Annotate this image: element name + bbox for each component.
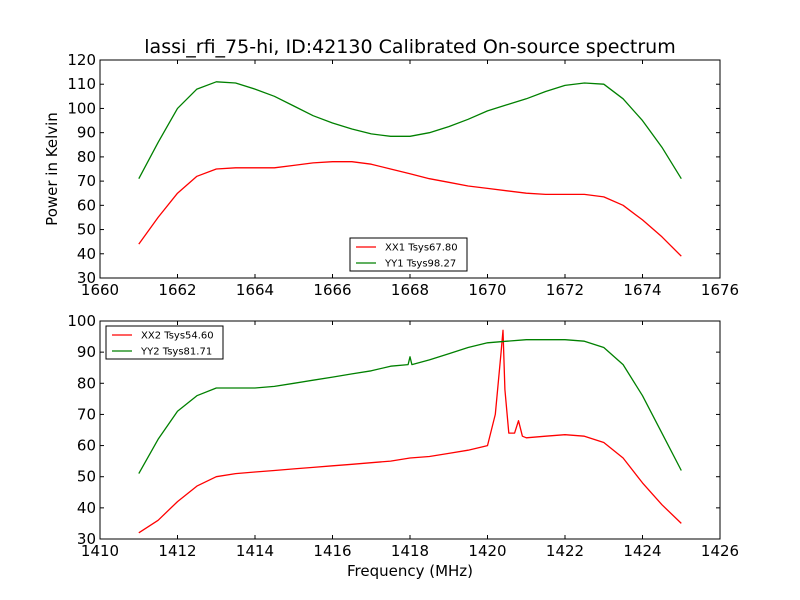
x-tick-label: 1670 bbox=[468, 281, 506, 299]
legend-box bbox=[349, 237, 468, 272]
legend-box bbox=[105, 325, 224, 360]
x-tick-label: 1410 bbox=[81, 542, 119, 560]
y-tick-label: 100 bbox=[67, 99, 96, 117]
x-tick-label: 1672 bbox=[546, 281, 584, 299]
x-tick-label: 1666 bbox=[313, 281, 351, 299]
x-tick-label: 1420 bbox=[468, 542, 506, 560]
y-tick-label: 40 bbox=[77, 499, 96, 517]
legend-label: YY1 Tsys98.27 bbox=[384, 259, 456, 270]
series-line-1 bbox=[138, 329, 682, 534]
legend: XX2 Tsys54.60 YY2 Tsys81.71 bbox=[105, 325, 224, 360]
figure-title: lassi_rfi_75-hi, ID:42130 Calibrated On-… bbox=[144, 36, 675, 58]
x-tick-label: 1664 bbox=[236, 281, 274, 299]
y-tick-label: 70 bbox=[77, 172, 96, 190]
y-tick-label: 50 bbox=[77, 221, 96, 239]
x-tick-label: 1424 bbox=[623, 542, 661, 560]
legend-label: XX2 Tsys54.60 bbox=[141, 331, 214, 342]
legend: XX1 Tsys67.80 YY1 Tsys98.27 bbox=[349, 237, 468, 272]
y-tick-label: 100 bbox=[67, 312, 96, 330]
series-line-2 bbox=[138, 339, 682, 474]
y-tick-label: 90 bbox=[77, 343, 96, 361]
x-tick-label: 1416 bbox=[313, 542, 351, 560]
y-tick-label: 60 bbox=[77, 437, 96, 455]
bottom-panel: 1410 1412 1414 1416 1418 1420 1422 1424 1426 30 40… bbox=[67, 312, 739, 580]
y-tick-label: 110 bbox=[67, 75, 96, 93]
series-line-2 bbox=[138, 81, 682, 180]
y-tick-label: 60 bbox=[77, 196, 96, 214]
legend-label: YY2 Tsys81.71 bbox=[140, 347, 212, 358]
x-tick-label: 1414 bbox=[236, 542, 274, 560]
x-tick-label: 1662 bbox=[158, 281, 196, 299]
y-tick-label: 80 bbox=[77, 148, 96, 166]
y-tick-label: 40 bbox=[77, 245, 96, 263]
x-axis-label: Frequency (MHz) bbox=[347, 562, 473, 580]
y-tick-label: 120 bbox=[67, 51, 96, 69]
legend-label: XX1 Tsys67.80 bbox=[385, 243, 458, 254]
y-tick-label: 30 bbox=[77, 530, 96, 548]
x-tick-label: 1412 bbox=[158, 542, 196, 560]
y-axis-label: Power in Kelvin bbox=[43, 112, 61, 226]
series-line-1 bbox=[138, 161, 682, 257]
y-tick-label: 70 bbox=[77, 405, 96, 423]
x-tick-label: 1676 bbox=[701, 281, 739, 299]
y-tick-label: 80 bbox=[77, 374, 96, 392]
top-panel: 1660 1662 1664 1666 1668 1670 1672 1674 1676 30 40… bbox=[43, 51, 739, 299]
y-tick-label: 30 bbox=[77, 269, 96, 287]
y-tick-label: 50 bbox=[77, 468, 96, 486]
y-tick-label: 90 bbox=[77, 124, 96, 142]
x-tick-label: 1418 bbox=[391, 542, 429, 560]
x-tick-label: 1674 bbox=[623, 281, 661, 299]
x-tick-label: 1426 bbox=[701, 542, 739, 560]
x-tick-label: 1660 bbox=[81, 281, 119, 299]
x-tick-label: 1422 bbox=[546, 542, 584, 560]
x-tick-label: 1668 bbox=[391, 281, 429, 299]
